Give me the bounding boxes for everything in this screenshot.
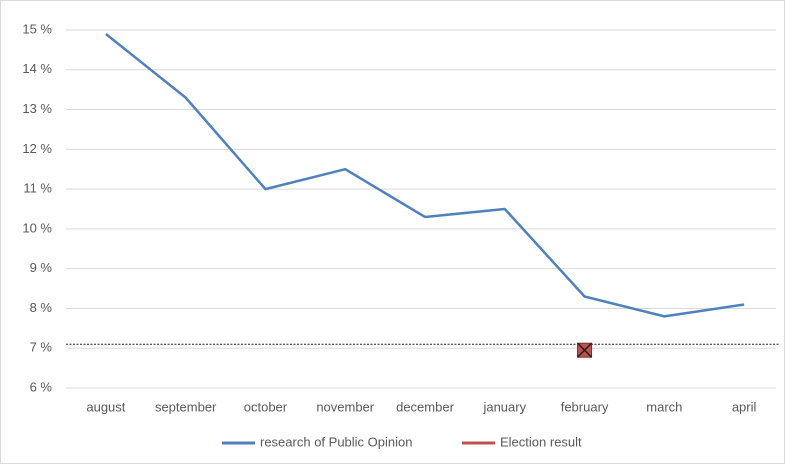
x-tick-label: december <box>396 399 454 414</box>
y-tick-label: 11 % <box>23 181 52 196</box>
x-tick-label: february <box>561 399 609 414</box>
y-tick-label: 13 % <box>22 101 52 116</box>
legend-label: Election result <box>500 434 582 449</box>
x-tick-label: september <box>155 399 217 414</box>
legend-label: research of Public Opinion <box>260 434 412 449</box>
y-tick-label: 10 % <box>22 220 52 235</box>
series-line <box>105 33 745 318</box>
y-tick-label: 6 % <box>30 379 53 394</box>
y-tick-label: 8 % <box>30 300 53 315</box>
x-tick-label: august <box>86 399 125 414</box>
y-tick-label: 15 % <box>22 21 52 36</box>
y-tick-label: 14 % <box>22 61 52 76</box>
y-tick-label: 7 % <box>30 340 53 355</box>
y-tick-label: 12 % <box>22 141 52 156</box>
x-tick-label: april <box>732 399 757 414</box>
point-marker <box>577 342 593 358</box>
x-tick-label: october <box>244 399 288 414</box>
y-tick-label: 9 % <box>30 260 53 275</box>
x-tick-label: march <box>646 399 682 414</box>
x-tick-label: november <box>316 399 374 414</box>
x-tick-label: january <box>482 399 526 414</box>
